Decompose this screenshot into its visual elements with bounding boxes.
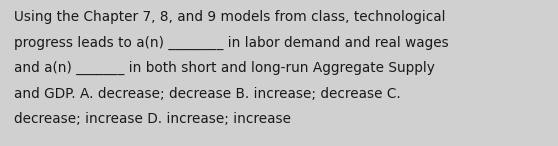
- Text: progress leads to a(n) ________ in labor demand and real wages: progress leads to a(n) ________ in labor…: [14, 36, 449, 50]
- Text: and a(n) _______ in both short and long-run Aggregate Supply: and a(n) _______ in both short and long-…: [14, 61, 435, 75]
- Text: Using the Chapter 7, 8, and 9 models from class, technological: Using the Chapter 7, 8, and 9 models fro…: [14, 10, 445, 24]
- Text: and GDP. A. decrease; decrease B. increase; decrease C.: and GDP. A. decrease; decrease B. increa…: [14, 87, 401, 101]
- Text: decrease; increase D. increase; increase: decrease; increase D. increase; increase: [14, 112, 291, 126]
